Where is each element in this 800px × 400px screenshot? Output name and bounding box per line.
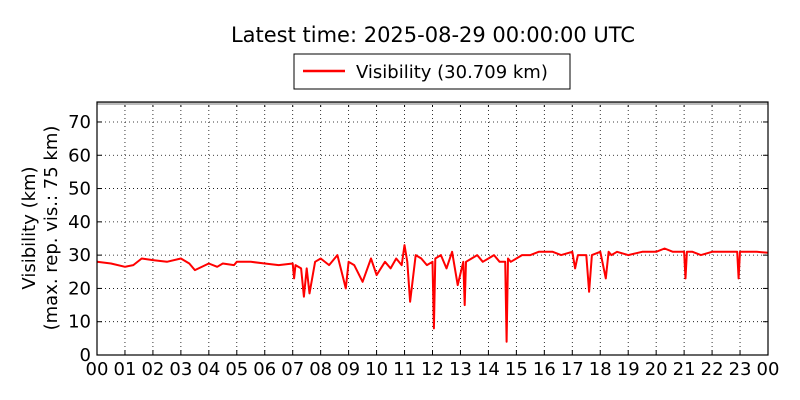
data-layer [96,244,769,343]
x-tick-label: 00 [86,359,109,380]
x-tick-label: 19 [617,359,640,380]
x-tick-label: 22 [701,359,724,380]
y-tick-label: 20 [68,278,91,299]
x-tick-label: 05 [225,359,248,380]
y-tick-label: 70 [68,112,91,133]
x-tick-label: 06 [253,359,276,380]
x-tick-label: 01 [114,359,137,380]
x-tick-label: 02 [141,359,164,380]
y-tick-label: 30 [68,245,91,266]
x-tick-label: 16 [533,359,556,380]
x-tick-label: 12 [421,359,444,380]
x-tick-label: 10 [365,359,388,380]
x-tick-label: 14 [477,359,500,380]
x-tick-label: 08 [309,359,332,380]
x-tick-label: 13 [449,359,472,380]
x-tick-label: 21 [673,359,696,380]
grid [97,102,768,355]
legend: Visibility (30.709 km) [293,53,571,90]
y-tick-label: 0 [80,345,91,366]
chart-title: Latest time: 2025-08-29 00:00:00 UTC [231,23,635,47]
x-tick-label: 09 [337,359,360,380]
y-axis-label-line1: Visibility (km) [19,166,40,289]
y-tick-label: 60 [68,145,91,166]
y-tick-label: 40 [68,212,91,233]
top-band [97,102,768,105]
y-tick-label: 10 [68,312,91,333]
x-tick-label: 04 [197,359,220,380]
y-tick-label: 50 [68,179,91,200]
x-tick-label: 17 [561,359,584,380]
legend-label: Visibility (30.709 km) [356,62,548,83]
x-tick-label: 00 [757,359,780,380]
x-tick-label: 18 [589,359,612,380]
x-tick-label: 07 [281,359,304,380]
x-tick-label: 23 [729,359,752,380]
y-axis-label-line2: (max. rep. vis.: 75 km) [41,126,62,331]
y-axis-label: Visibility (km) (max. rep. vis.: 75 km) [19,126,62,331]
visibility-series-line [96,244,769,343]
x-tick-label: 15 [505,359,528,380]
x-tick-label: 11 [393,359,416,380]
x-tick-label: 20 [645,359,668,380]
x-tick-label: 03 [169,359,192,380]
plot-frame [96,101,769,356]
